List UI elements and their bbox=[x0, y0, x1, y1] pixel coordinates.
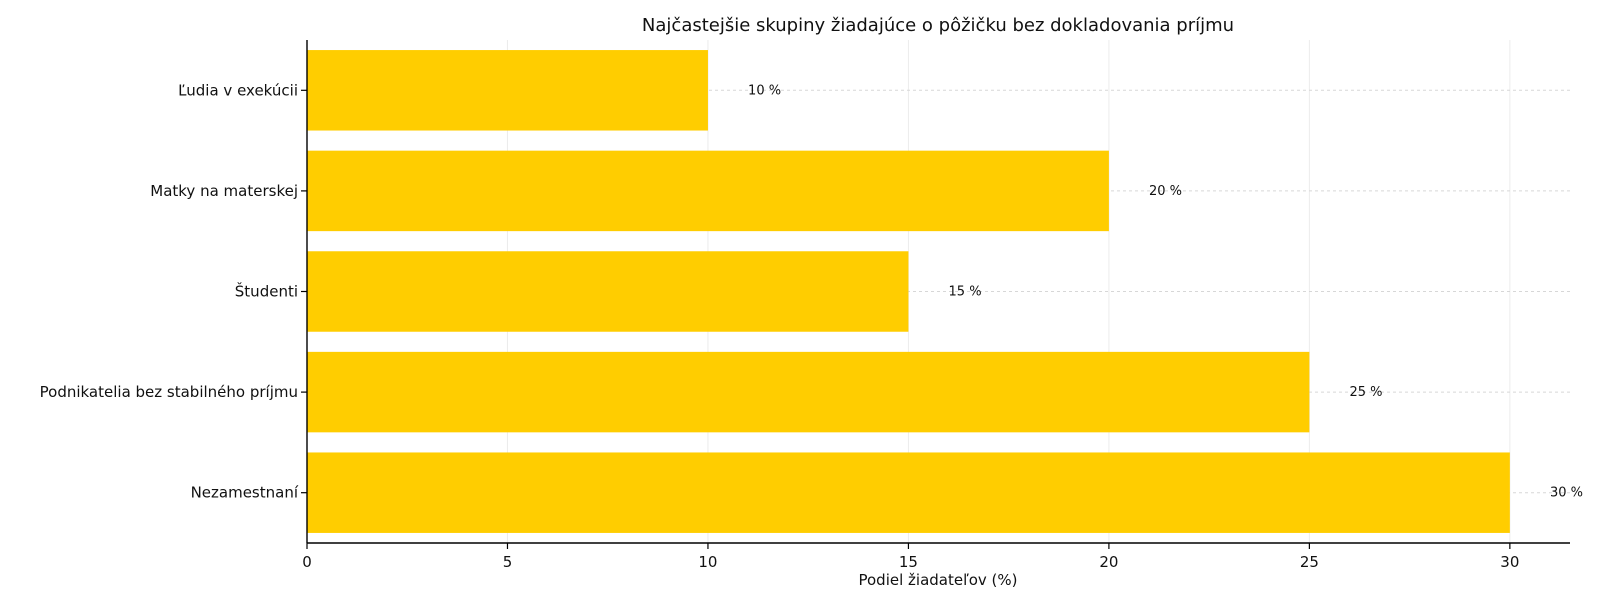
value-label: 25 % bbox=[1349, 385, 1382, 400]
category-label: Nezamestnaní bbox=[191, 484, 299, 502]
x-tick-label: 0 bbox=[302, 553, 312, 571]
x-axis-label: Podiel žiadateľov (%) bbox=[858, 571, 1017, 589]
category-label: Študenti bbox=[235, 282, 298, 301]
bar bbox=[307, 150, 1109, 232]
x-tick-label: 25 bbox=[1300, 553, 1319, 571]
category-label: Ľudia v exekúcii bbox=[178, 81, 298, 99]
bar bbox=[307, 351, 1310, 433]
axes-layer bbox=[301, 40, 1570, 549]
x-tick-label: 20 bbox=[1099, 553, 1118, 571]
bar bbox=[307, 50, 708, 131]
x-tick-label: 5 bbox=[503, 553, 513, 571]
x-tick-label: 15 bbox=[899, 553, 918, 571]
category-label: Matky na materskej bbox=[150, 182, 298, 200]
x-tick-label: 10 bbox=[698, 553, 717, 571]
value-label: 10 % bbox=[748, 83, 781, 98]
bars-layer bbox=[307, 50, 1510, 533]
category-label: Podnikatelia bez stabilného príjmu bbox=[40, 383, 298, 401]
value-label: 15 % bbox=[949, 285, 982, 300]
value-label: 30 % bbox=[1550, 486, 1583, 501]
value-label: 20 % bbox=[1149, 184, 1182, 199]
labels-layer: 0 5 10 15 20 25 30 Ľudia v exekúcii Matky na mat… bbox=[40, 81, 1583, 571]
chart-title: Najčastejšie skupiny žiadajúce o pôžičku… bbox=[642, 15, 1234, 36]
x-tick-label: 30 bbox=[1500, 553, 1519, 571]
bar bbox=[307, 452, 1510, 533]
bar bbox=[307, 251, 909, 332]
